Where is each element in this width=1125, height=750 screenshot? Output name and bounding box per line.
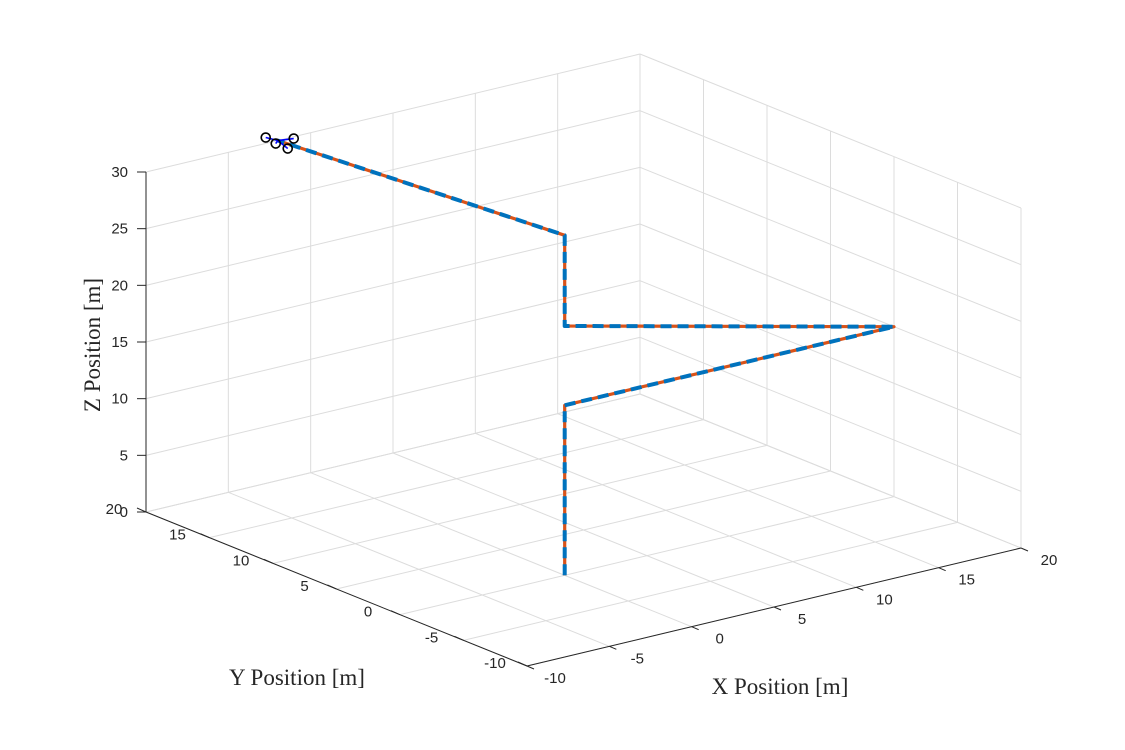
y-axis-label: Y Position [m] <box>229 665 365 690</box>
y-tick-mark <box>454 635 464 641</box>
grid-line <box>145 53 641 173</box>
y-tick-label: 5 <box>300 578 308 595</box>
trajectory-series-2 <box>277 138 896 576</box>
grid-line <box>209 419 704 539</box>
x-tick-label: 5 <box>798 611 806 628</box>
marker-rotor <box>260 132 272 143</box>
x-tick-label: 10 <box>876 591 893 608</box>
y-tick-mark <box>263 558 274 564</box>
y-tick-label: -5 <box>425 629 438 646</box>
y-tick-mark <box>390 610 401 616</box>
y-tick-label: 15 <box>169 527 186 544</box>
grid-line <box>145 336 641 456</box>
grid-line <box>145 110 641 230</box>
grid-line <box>336 470 831 590</box>
marker-rotor <box>270 138 282 149</box>
y-tick-mark <box>327 584 337 590</box>
y-tick-mark <box>200 533 210 539</box>
grid-line <box>639 53 1022 209</box>
marker-arm <box>277 137 294 142</box>
z-axis-label: Z Position [m] <box>80 278 105 412</box>
x-tick-mark <box>609 645 617 650</box>
x-tick-label: -10 <box>544 670 566 687</box>
x-tick-label: 15 <box>958 572 975 589</box>
z-tick-label: 25 <box>111 221 128 238</box>
series-group <box>277 138 896 576</box>
y-tick-label: 10 <box>233 552 250 569</box>
x-tick-label: 20 <box>1041 552 1058 569</box>
grid-line <box>639 110 1022 266</box>
marker-arm <box>265 136 278 142</box>
grid-line <box>639 393 1022 549</box>
marker-rotor <box>288 133 300 144</box>
trajectory-series-1 <box>277 138 896 576</box>
x-tick-label: 0 <box>715 631 723 648</box>
grid-line <box>639 280 1022 436</box>
x-tick-mark <box>1020 547 1029 552</box>
x-tick-mark <box>526 665 535 670</box>
z-tick-label: 15 <box>111 334 128 351</box>
x-tick-mark <box>691 626 699 631</box>
grid-line <box>272 444 768 564</box>
z-tick-label: 30 <box>111 164 128 181</box>
axes <box>136 171 1029 670</box>
z-tick-label: 10 <box>111 391 128 408</box>
grid-line <box>399 496 895 616</box>
y-tick-mark <box>136 507 147 513</box>
x-tick-mark <box>938 567 946 572</box>
grid-line <box>639 336 1022 492</box>
z-tick-label: 5 <box>120 447 128 464</box>
grid-line <box>145 223 641 343</box>
x-axis-label: X Position [m] <box>712 674 849 699</box>
marker-rotor <box>282 143 294 154</box>
y-tick-label: 0 <box>364 604 372 621</box>
grid-line <box>639 166 1022 322</box>
grid-line <box>639 223 1022 379</box>
x-tick-label: -5 <box>631 650 644 667</box>
y-tick-label: -10 <box>484 655 506 672</box>
grid-line <box>463 521 958 641</box>
z-tick-label: 20 <box>111 277 128 294</box>
grid-line <box>145 166 641 286</box>
markers-group <box>260 132 300 154</box>
grid-line <box>145 393 641 513</box>
x-tick-mark <box>773 606 782 611</box>
grid-line <box>145 280 641 400</box>
z-tick-label: 0 <box>120 504 128 521</box>
y-tick-mark <box>517 661 528 667</box>
marker-arm <box>275 140 279 144</box>
quadrotor-marker <box>260 132 300 154</box>
x-tick-mark <box>856 586 864 591</box>
y-tick-label: 20 <box>106 501 123 518</box>
grid-lines <box>145 53 1022 667</box>
